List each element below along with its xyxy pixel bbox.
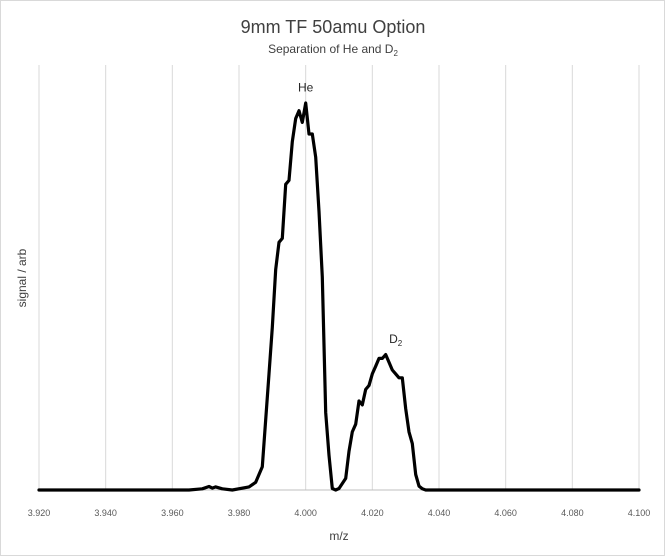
x-tick-label: 3.980 — [228, 508, 251, 518]
grid-lines — [38, 65, 640, 490]
x-axis-label: m/z — [329, 529, 348, 543]
peak-annotation-1: D2 — [389, 332, 403, 348]
x-tick-label: 4.000 — [294, 508, 317, 518]
x-tick-label: 4.020 — [361, 508, 384, 518]
x-tick-label: 3.960 — [161, 508, 184, 518]
annotations: He D2 — [298, 80, 403, 348]
x-tick-label: 4.060 — [494, 508, 517, 518]
peak-annotation-0: He — [298, 80, 314, 94]
y-axis-label: signal / arb — [15, 248, 29, 307]
x-tick-labels: 3.920 3.940 3.960 3.980 4.000 4.020 4.040 4.060… — [28, 508, 651, 518]
chart-title: 9mm TF 50amu Option — [241, 17, 426, 37]
chart-subtitle: Separation of He and D2 — [268, 42, 398, 58]
series-line — [37, 101, 641, 492]
x-tick-label: 3.940 — [94, 508, 117, 518]
x-tick-label: 3.920 — [28, 508, 51, 518]
x-tick-label: 4.100 — [628, 508, 651, 518]
x-tick-label: 4.080 — [561, 508, 584, 518]
x-tick-label: 4.040 — [428, 508, 451, 518]
